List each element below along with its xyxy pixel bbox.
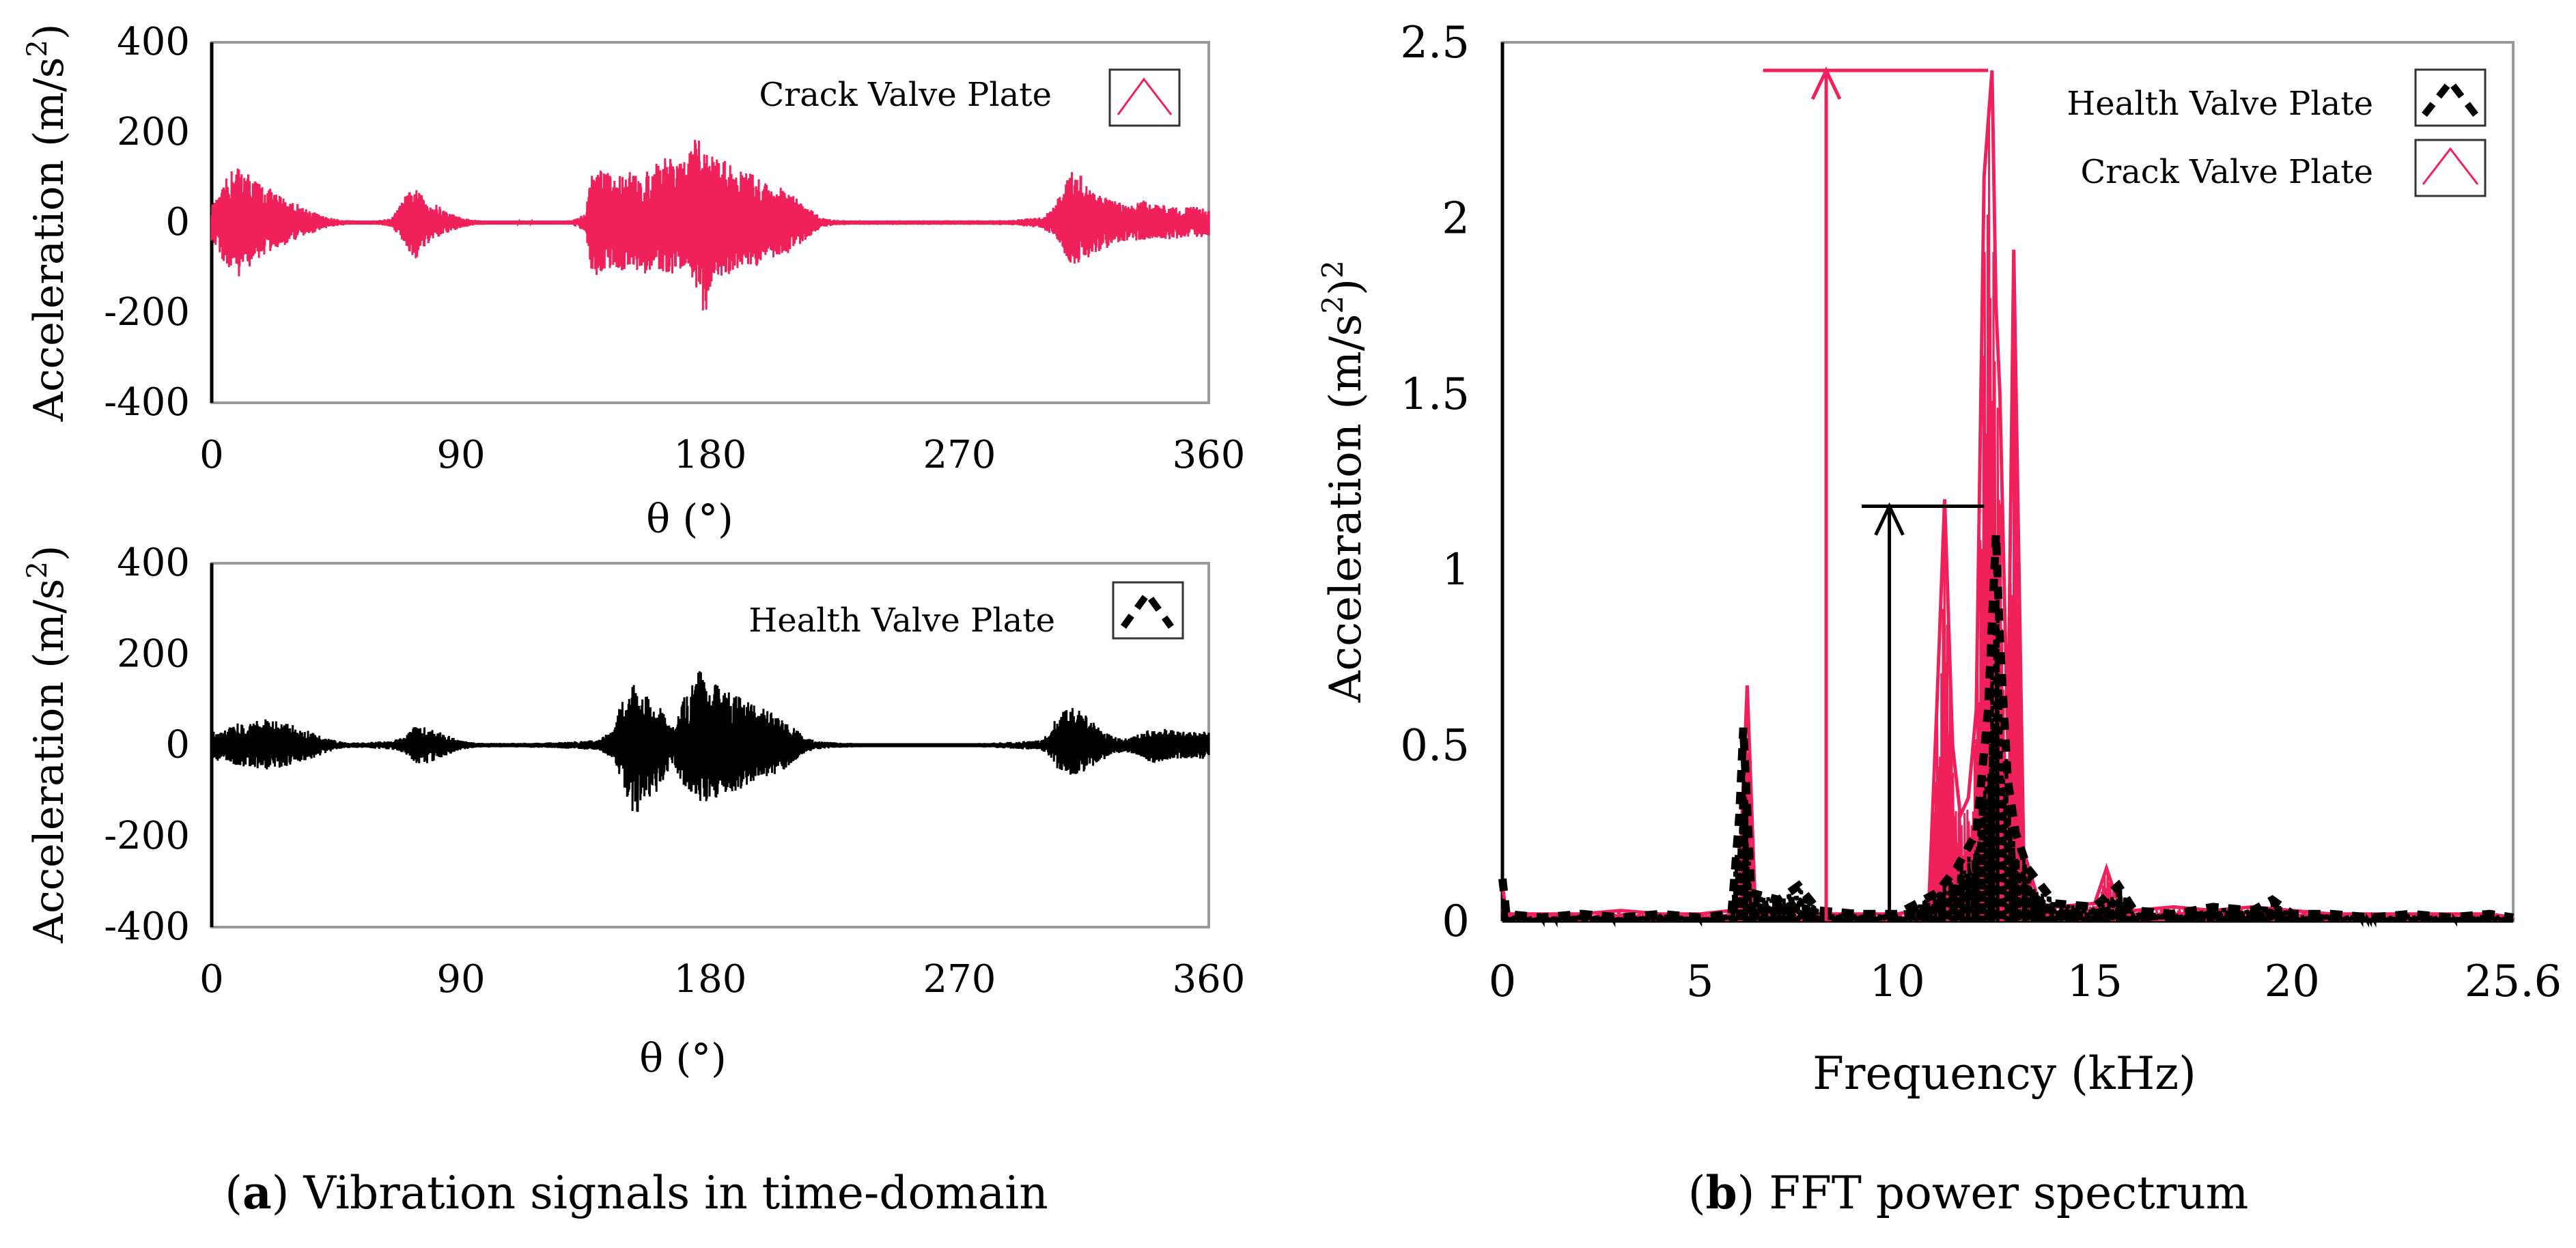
y-tick-label: 2	[1442, 193, 1470, 244]
x-tick-label: 20	[2265, 956, 2320, 1007]
legend-swatch-box	[2414, 139, 2487, 197]
health-spectrum-line	[1498, 534, 2514, 922]
x-tick-label: 0	[199, 433, 224, 477]
y-axis-label: Acceleration (m/s2)	[22, 545, 73, 944]
y-tick-label: 400	[117, 20, 190, 64]
x-tick-labels: 0 90 180 270 360	[199, 433, 1245, 477]
x-tick-label: 270	[923, 957, 996, 1002]
y-tick-label: 1.5	[1400, 369, 1470, 420]
signal-waveform	[210, 671, 1210, 812]
x-tick-label: 90	[436, 433, 485, 477]
y-tick-label: 0.5	[1400, 721, 1470, 771]
x-axis-label: θ (°)	[646, 496, 733, 542]
x-tick-label: 180	[674, 957, 747, 1002]
x-tick-label: 360	[1173, 433, 1246, 477]
x-tick-label: 270	[923, 433, 996, 477]
y-tick-label: 1	[1442, 545, 1470, 595]
x-axis-label: θ (°)	[639, 1035, 727, 1081]
x-tick-label: 360	[1173, 957, 1246, 1002]
panel-b-chart: 2.5 2 1.5 1 0.5 0 0 5 10 15 20 25.6 Frequency (kHz…	[1316, 18, 2562, 1100]
caption-panel-a: (a) Vibration signals in time-domain	[225, 1166, 1048, 1219]
legend-crack-swatch-icon	[1117, 77, 1173, 115]
panel-a-bottom-chart: 400 200 0 -200 -400 0 90 180 270 360 θ (°) Accel…	[22, 541, 1245, 1081]
y-tick-label: -200	[104, 814, 190, 858]
peak-annotations	[1763, 66, 1989, 921]
caption-panel-b: (b) FFT power spectrum	[1688, 1166, 2249, 1219]
y-tick-label: 0	[1442, 896, 1470, 947]
crack-signal-series	[210, 139, 1210, 311]
y-tick-label: 200	[117, 632, 190, 676]
y-tick-labels: 400 200 0 -200 -400	[104, 20, 190, 425]
x-axis-label: Frequency (kHz)	[1812, 1047, 2196, 1100]
y-tick-label: 0	[165, 723, 190, 767]
legend-health-swatch-icon	[1120, 588, 1175, 629]
x-tick-label: 0	[1489, 956, 1517, 1007]
legend-swatch-box	[2414, 68, 2487, 127]
legend-crack-swatch-icon	[2422, 147, 2479, 185]
legend: Health Valve Plate Crack Valve Plate	[2067, 68, 2487, 197]
y-tick-label: -400	[104, 905, 190, 949]
x-tick-label: 15	[2067, 956, 2122, 1007]
y-tick-labels: 2.5 2 1.5 1 0.5 0	[1400, 18, 1470, 947]
y-axis-label: Acceleration (m/s2)	[22, 24, 73, 423]
legend-swatch-box	[1108, 68, 1181, 127]
x-tick-label: 10	[1869, 956, 1924, 1007]
legend-label: Health Valve Plate	[748, 601, 1055, 640]
x-tick-labels: 0 5 10 15 20 25.6	[1489, 956, 2562, 1007]
legend-label-crack: Crack Valve Plate	[2081, 153, 2373, 191]
y-tick-label: 0	[165, 200, 190, 244]
y-tick-label: 200	[117, 110, 190, 154]
x-tick-labels: 0 90 180 270 360	[199, 957, 1245, 1002]
legend: Health Valve Plate	[748, 581, 1184, 640]
spectrum-series	[1498, 70, 2515, 928]
legend-swatch-box	[1112, 581, 1184, 640]
x-tick-label: 5	[1686, 956, 1714, 1007]
y-tick-label: 400	[117, 541, 190, 585]
y-tick-labels: 400 200 0 -200 -400	[104, 541, 190, 949]
x-tick-label: 90	[436, 957, 485, 1002]
y-tick-label: -400	[104, 380, 190, 425]
health-signal-series	[210, 671, 1210, 812]
y-tick-label: -200	[104, 290, 190, 335]
legend-label-health: Health Valve Plate	[2067, 85, 2373, 123]
x-tick-label: 25.6	[2465, 956, 2562, 1007]
x-tick-label: 0	[199, 957, 224, 1002]
legend-label: Crack Valve Plate	[759, 76, 1052, 114]
panel-a-top-chart: 400 200 0 -200 -400 0 90 180 270 360 θ (°) Accel…	[22, 20, 1245, 542]
legend: Crack Valve Plate	[759, 68, 1181, 127]
y-axis-label: Acceleration (m/s2)2	[1316, 260, 1371, 703]
y-tick-label: 2.5	[1400, 18, 1470, 68]
signal-waveform	[210, 139, 1210, 311]
x-tick-label: 180	[674, 433, 747, 477]
